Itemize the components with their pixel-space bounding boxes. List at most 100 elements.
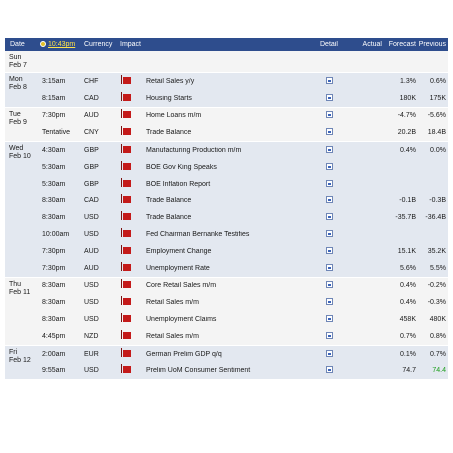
event-title[interactable]: Fed Chairman Bernanke Testifies (146, 231, 250, 239)
day-cell: Fri Feb 12 (5, 346, 38, 380)
day-name: Thu (9, 280, 22, 288)
detail-icon[interactable] (326, 111, 333, 119)
impact-cell (116, 244, 144, 256)
event-currency: CAD (84, 94, 99, 102)
detail-cell (316, 298, 350, 307)
detail-icon[interactable] (326, 230, 333, 238)
event-title[interactable]: BOE Inflation Report (146, 180, 211, 188)
detail-cell (316, 230, 350, 239)
event-title[interactable]: Retail Sales m/m (146, 299, 199, 307)
event-title[interactable]: Housing Starts (146, 94, 192, 102)
detail-icon[interactable] (326, 263, 333, 271)
detail-icon[interactable] (326, 179, 333, 187)
event-time: 8:30am (42, 282, 66, 290)
day-group: Mon Feb 8 3:15am CHF Retail Sales y/y 1.3% 0.6… (5, 73, 448, 108)
col-previous: Previous (418, 41, 446, 48)
detail-icon[interactable] (326, 298, 333, 306)
detail-icon[interactable] (326, 349, 333, 357)
detail-icon[interactable] (326, 246, 333, 254)
event-row: 10:00am USD Fed Chairman Bernanke Testifie… (38, 226, 448, 243)
event-row: 8:30am USD Retail Sales m/m 0.4% -0.3% (38, 294, 448, 311)
event-currency: USD (84, 231, 99, 239)
event-previous: 175K (429, 94, 446, 102)
detail-cell (316, 315, 350, 324)
day-date: Feb 10 (9, 153, 31, 161)
col-currency: Currency (84, 41, 113, 48)
detail-icon[interactable] (326, 315, 333, 323)
event-time: 9:55am (42, 367, 66, 375)
current-time-link[interactable]: 10:43pm (48, 41, 76, 48)
event-title[interactable]: Prelim UoM Consumer Sentiment (146, 367, 251, 375)
detail-icon[interactable] (326, 93, 333, 101)
day-cell: Tue Feb 9 (5, 108, 38, 142)
event-currency: GBP (84, 163, 99, 171)
col-impact: Impact (120, 41, 142, 48)
impact-cell (116, 160, 144, 172)
day-cell: Sun Feb 7 (5, 51, 38, 72)
day-date: Feb 9 (9, 118, 27, 126)
event-currency: GBP (84, 180, 99, 188)
event-row: 8:30am USD Core Retail Sales m/m 0.4% -0.2% (38, 278, 448, 295)
day-group: Tue Feb 9 7:30pm AUD Home Loans m/m -4.7% -5.6… (5, 107, 448, 143)
impact-cell (116, 261, 144, 273)
detail-icon[interactable] (326, 128, 333, 136)
event-forecast: 180K (399, 94, 416, 102)
event-title[interactable]: Retail Sales y/y (146, 77, 195, 85)
event-forecast: -35.7B (395, 214, 416, 222)
impact-cell (116, 126, 144, 137)
detail-icon[interactable] (326, 331, 333, 339)
col-time[interactable]: 10:43pm (38, 41, 78, 48)
impact-cell (116, 109, 144, 120)
event-title[interactable]: Unemployment Claims (146, 316, 217, 324)
detail-cell (316, 179, 350, 189)
event-forecast: 0.7% (400, 332, 416, 340)
event-time: 4:45pm (42, 332, 66, 340)
event-previous: 0.6% (430, 77, 446, 85)
event-title[interactable]: BOE Gov King Speaks (146, 163, 217, 171)
high-impact-flag-icon (121, 296, 131, 306)
event-row: 4:30am GBP Manufacturing Production m/m 0.4… (38, 142, 448, 159)
event-time: 5:30am (42, 180, 66, 188)
event-title[interactable]: Home Loans m/m (146, 112, 202, 120)
event-currency: EUR (84, 350, 99, 358)
high-impact-flag-icon (121, 313, 131, 323)
detail-icon[interactable] (326, 213, 333, 221)
event-time: 8:30am (42, 214, 66, 222)
detail-icon[interactable] (326, 196, 333, 204)
event-time: Tentative (42, 129, 71, 137)
event-time: 7:30pm (42, 112, 66, 120)
impact-cell (116, 364, 144, 375)
col-actual: Actual (362, 41, 382, 48)
impact-cell (116, 144, 144, 155)
event-title[interactable]: Employment Change (146, 247, 212, 255)
event-forecast: 0.4% (400, 282, 416, 290)
event-title[interactable]: Core Retail Sales m/m (146, 282, 217, 290)
high-impact-flag-icon (121, 144, 131, 154)
event-time: 7:30pm (42, 264, 66, 272)
event-title[interactable]: Trade Balance (146, 129, 192, 137)
high-impact-flag-icon (121, 261, 131, 271)
day-cell: Wed Feb 10 (5, 142, 38, 276)
event-time: 8:30am (42, 197, 66, 205)
detail-icon[interactable] (326, 281, 333, 289)
impact-cell (116, 194, 144, 205)
event-row: 8:30am CAD Trade Balance -0.1B -0.3B (38, 193, 448, 210)
detail-icon[interactable] (326, 162, 333, 170)
detail-icon[interactable] (326, 146, 333, 154)
event-title[interactable]: Retail Sales m/m (146, 332, 199, 340)
event-title[interactable]: Manufacturing Production m/m (146, 147, 242, 155)
high-impact-flag-icon (121, 91, 131, 101)
event-title[interactable]: Trade Balance (146, 197, 192, 205)
event-currency: AUD (84, 247, 99, 255)
detail-icon[interactable] (326, 76, 333, 84)
event-previous: 0.0% (430, 147, 446, 155)
clock-icon (40, 41, 46, 48)
event-title[interactable]: German Prelim GDP q/q (146, 350, 222, 358)
event-title[interactable]: Trade Balance (146, 214, 192, 222)
event-title[interactable]: Unemployment Rate (146, 264, 210, 272)
day-name: Tue (9, 110, 21, 118)
event-row: 7:30pm AUD Home Loans m/m -4.7% -5.6% (38, 108, 448, 125)
detail-icon[interactable] (326, 366, 333, 374)
calendar-header: Date 10:43pm Currency Impact Detail Actu… (5, 38, 448, 51)
high-impact-flag-icon (121, 347, 131, 357)
